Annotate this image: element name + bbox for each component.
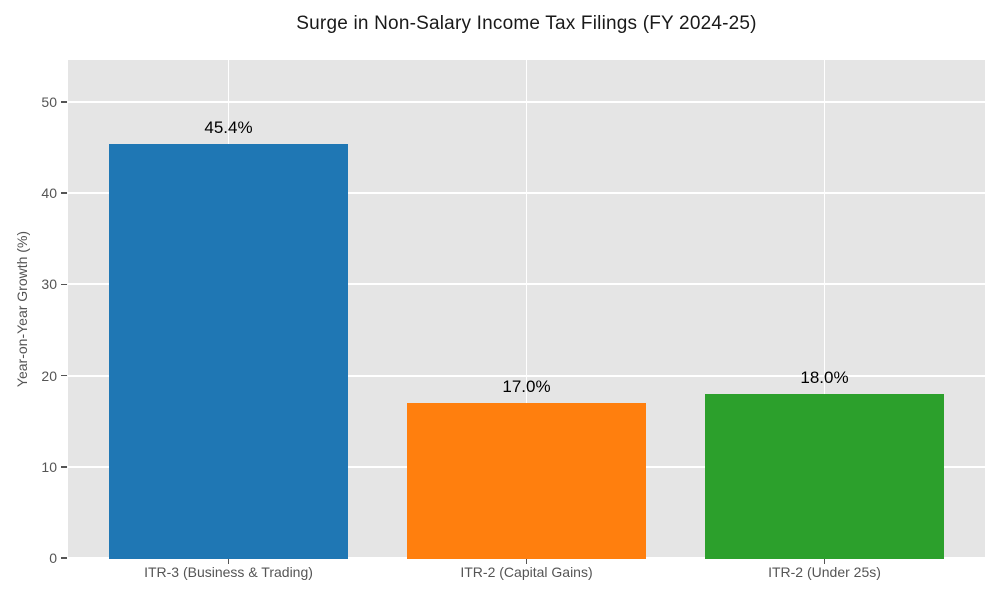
x-gridline	[525, 60, 528, 559]
x-tick-mark	[823, 559, 826, 564]
x-tick-label: ITR-2 (Capital Gains)	[460, 564, 593, 580]
y-tick-label: 10	[41, 458, 57, 475]
x-tick-mark	[525, 559, 528, 564]
y-tick-mark	[61, 465, 67, 468]
x-gridline	[823, 60, 826, 559]
y-tick-mark	[61, 557, 67, 559]
x-tick-mark	[227, 559, 230, 564]
y-tick-label: 20	[41, 367, 57, 384]
y-tick-mark	[61, 192, 67, 194]
chart-title: Surge in Non-Salary Income Tax Filings (…	[296, 13, 757, 34]
bar-3	[705, 393, 944, 559]
y-tick-label: 40	[41, 185, 57, 202]
x-tick-label: ITR-3 (Business & Trading)	[144, 564, 313, 580]
bar-2	[407, 402, 646, 559]
y-tick-label: 0	[49, 550, 57, 566]
plot-area: 45.4% 17.0% 18.0%	[68, 60, 985, 559]
bar-value-label: 18.0%	[800, 367, 849, 387]
y-axis-label: Year-on-Year Growth (%)	[14, 230, 30, 388]
y-tick-label: 30	[41, 276, 57, 293]
y-tick-mark	[61, 374, 67, 377]
bar-1	[109, 143, 348, 559]
y-tick-label: 50	[41, 93, 57, 110]
y-tick-mark	[61, 283, 67, 286]
bar-value-label: 17.0%	[502, 376, 551, 396]
bar-value-label: 45.4%	[204, 117, 253, 137]
x-tick-label: ITR-2 (Under 25s)	[768, 564, 881, 580]
y-tick-mark	[61, 101, 67, 103]
